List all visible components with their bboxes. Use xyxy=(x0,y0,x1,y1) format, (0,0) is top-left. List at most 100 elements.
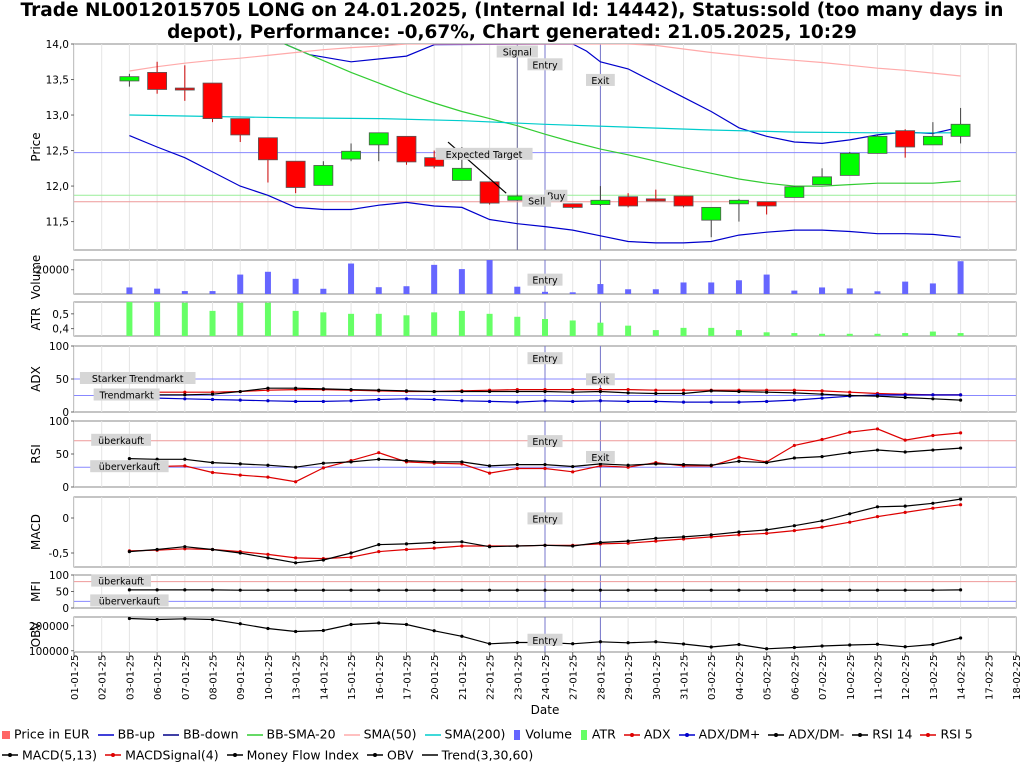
dmplus-point xyxy=(294,399,298,404)
rsi14-point xyxy=(792,456,796,460)
volume-bar xyxy=(458,269,465,294)
rsi5-point xyxy=(294,480,298,484)
rsi14-point xyxy=(903,450,907,454)
mfi-point xyxy=(127,588,132,592)
x-tick-label: 07-01-25 xyxy=(181,655,192,700)
x-tick-label: 21-01-25 xyxy=(458,655,469,700)
adx-point xyxy=(626,387,630,392)
dmplus-point xyxy=(792,398,796,402)
rsi5-point xyxy=(266,475,270,479)
rsi14-point xyxy=(931,448,935,452)
annotation-label: Entry xyxy=(532,636,558,647)
rsi14-point xyxy=(515,462,519,467)
legend-label: MACDSignal(4) xyxy=(125,747,219,762)
rsi5-point xyxy=(931,433,935,438)
mfi-point xyxy=(349,588,353,592)
atr-y-axis-label: ATR xyxy=(29,308,43,331)
legend-item: Money Flow Index xyxy=(226,745,359,766)
annotation-box xyxy=(527,435,563,448)
dmplus-point xyxy=(765,399,769,404)
legend-swatch xyxy=(246,733,263,736)
legend-swatch xyxy=(105,753,122,757)
obv-point xyxy=(958,636,963,640)
candle-body xyxy=(368,132,389,146)
mfi-point xyxy=(737,588,741,592)
rsi14-point xyxy=(820,455,824,459)
legend-swatch xyxy=(343,733,360,736)
macd-point xyxy=(404,542,409,546)
annotation-label: Entry xyxy=(532,276,558,287)
rsi14-point xyxy=(765,460,769,465)
candle-body xyxy=(618,196,639,207)
rsi14-point xyxy=(321,461,325,465)
mfi-point xyxy=(681,588,686,592)
macd-point xyxy=(183,545,187,549)
rsi5-point xyxy=(377,451,381,455)
mfi-point xyxy=(903,588,907,592)
macdsig-point xyxy=(460,544,464,548)
legend-label: MACD(5,13) xyxy=(22,747,98,762)
atr-bar xyxy=(126,302,133,336)
volume-bar xyxy=(237,274,244,294)
macd-point xyxy=(737,530,741,534)
dmminus-point xyxy=(183,393,187,397)
legend-label: Trend(3,30,60) xyxy=(441,747,534,762)
atr-bar xyxy=(348,313,355,336)
bb-sma20-line xyxy=(284,44,961,187)
obv-point xyxy=(598,640,603,644)
x-tick-label: 06-01-25 xyxy=(153,655,164,700)
adx-y-tick-label: 50 xyxy=(56,374,69,386)
obv-point xyxy=(349,622,353,627)
obv-point xyxy=(487,642,492,646)
atr-bar xyxy=(957,333,964,336)
mfi-point xyxy=(931,588,935,592)
legend-item: ATR xyxy=(580,724,616,745)
legend-item: Volume xyxy=(513,724,572,745)
annotation-starker-trendmarkt: Starker Trendmarkt xyxy=(79,372,196,385)
macd-point xyxy=(598,540,603,545)
rsi14-point xyxy=(737,459,741,463)
x-tick-label: 05-02-25 xyxy=(763,655,774,700)
dmminus-point xyxy=(931,397,935,401)
rsi5-point xyxy=(737,455,741,459)
volume-bar xyxy=(569,292,576,294)
sma50-line xyxy=(129,44,961,77)
mfi-point xyxy=(377,588,381,592)
obv-point xyxy=(515,640,519,645)
macdsig-point xyxy=(294,556,298,560)
candle-body xyxy=(313,165,334,186)
atr-bar xyxy=(735,330,742,336)
mfi-point xyxy=(183,588,187,592)
x-tick-label: 13-02-25 xyxy=(929,655,940,700)
mfi-point xyxy=(321,588,325,592)
candle-body xyxy=(839,152,860,176)
annotation-label: Entry xyxy=(532,60,558,71)
mfi-point xyxy=(210,588,215,592)
atr-bar xyxy=(791,333,798,336)
rsi14-point xyxy=(598,462,603,466)
dmplus-point xyxy=(183,397,187,401)
x-tick-label: 27-01-25 xyxy=(569,655,580,700)
rsi5-point xyxy=(487,471,492,475)
atr-bar xyxy=(209,310,216,336)
macd-point xyxy=(377,543,381,547)
obv-y-tick-label: 200000 xyxy=(29,621,69,633)
atr-bar xyxy=(819,333,826,336)
rsi14-point xyxy=(238,462,242,466)
price-y-tick-label: 14,0 xyxy=(46,39,69,51)
annotation-label: Trendmarkt xyxy=(99,391,154,402)
rsi14-point xyxy=(958,446,963,450)
annotation-entry: Entry xyxy=(527,352,563,365)
rsi-y-axis-label: RSI xyxy=(29,444,43,464)
annotation-box xyxy=(93,388,160,401)
legend-item: BB-SMA-20 xyxy=(246,724,336,745)
volume-bar xyxy=(348,263,355,294)
legend-swatch xyxy=(580,729,587,740)
obv-point xyxy=(377,621,381,625)
obv-point xyxy=(155,617,159,622)
atr-bar xyxy=(542,319,548,336)
macd-point xyxy=(294,561,298,565)
atr-bar xyxy=(181,302,188,336)
candle-body xyxy=(285,160,306,188)
dmplus-point xyxy=(432,397,436,402)
